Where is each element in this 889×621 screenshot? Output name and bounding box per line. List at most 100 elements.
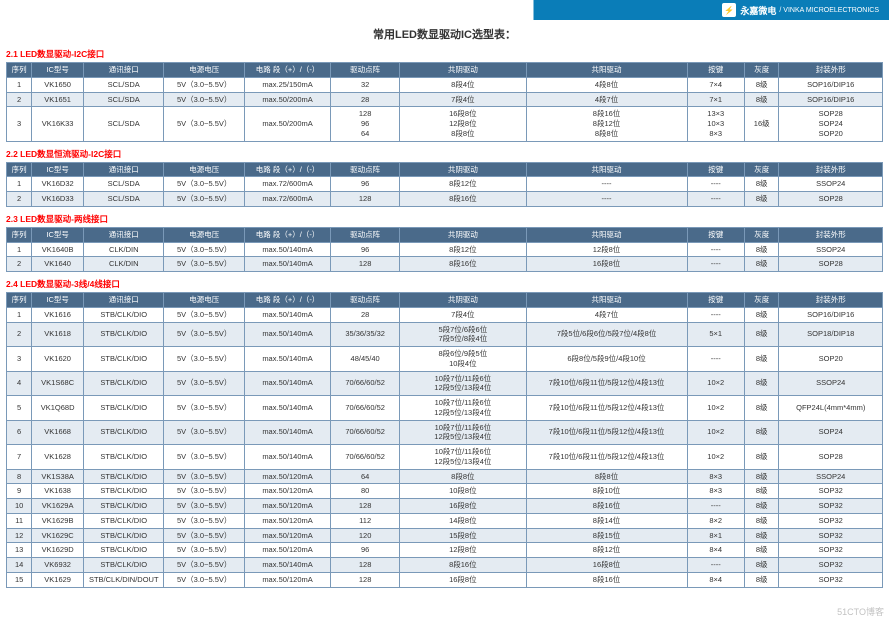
table-row: 3VK16K33SCL/SDA5V（3.0~5.5V）max.50/200mA1… bbox=[7, 107, 883, 141]
table-cell: 1 bbox=[7, 307, 32, 322]
table-cell: VK1629B bbox=[32, 513, 84, 528]
table-cell: 8段8位 bbox=[400, 469, 526, 484]
table-cell: 5V（3.0~5.5V） bbox=[164, 499, 244, 514]
table-cell: 5V（3.0~5.5V） bbox=[164, 543, 244, 558]
ic-table: 序列IC型号通讯接口电源电压电路 段（+）/（-）驱动点阵共阴驱动共阳驱动按键灰… bbox=[6, 292, 883, 588]
table-cell: STB/CLK/DIO bbox=[84, 469, 164, 484]
col-header: 共阳驱动 bbox=[526, 63, 687, 78]
table-cell: VK1S38A bbox=[32, 469, 84, 484]
section-title: 2.2 LED数显恒流驱动-I2C接口 bbox=[6, 148, 889, 160]
col-header: 共阴驱动 bbox=[400, 293, 526, 308]
col-header: 共阴驱动 bbox=[400, 63, 526, 78]
table-cell: 5V（3.0~5.5V） bbox=[164, 528, 244, 543]
table-cell: VK1620 bbox=[32, 347, 84, 372]
table-cell: STB/CLK/DIO bbox=[84, 543, 164, 558]
table-cell: 5×1 bbox=[687, 322, 744, 347]
col-header: 共阳驱动 bbox=[526, 162, 687, 177]
table-row: 2VK16D33SCL/SDA5V（3.0~5.5V）max.72/600mA1… bbox=[7, 192, 883, 207]
table-cell: max.72/600mA bbox=[244, 192, 330, 207]
table-cell: 8级 bbox=[744, 420, 778, 445]
table-cell: STB/CLK/DIO bbox=[84, 499, 164, 514]
table-cell: VK1638 bbox=[32, 484, 84, 499]
logo-icon: ⚡ bbox=[722, 3, 736, 17]
table-cell: 3 bbox=[7, 107, 32, 141]
table-cell: 8级 bbox=[744, 92, 778, 107]
table-cell: ---- bbox=[687, 242, 744, 257]
col-header: 按键 bbox=[687, 162, 744, 177]
table-cell: VK1618 bbox=[32, 322, 84, 347]
table-cell: SOP32 bbox=[779, 484, 883, 499]
col-header: 电源电压 bbox=[164, 293, 244, 308]
table-cell: max.50/120mA bbox=[244, 528, 330, 543]
table-cell: 8段15位 bbox=[526, 528, 687, 543]
table-cell: max.50/140mA bbox=[244, 307, 330, 322]
table-cell: VK1629 bbox=[32, 572, 84, 587]
table-cell: 5V（3.0~5.5V） bbox=[164, 77, 244, 92]
table-cell: 16段8位 bbox=[526, 558, 687, 573]
table-cell: VK16K33 bbox=[32, 107, 84, 141]
table-cell: 28 bbox=[331, 307, 400, 322]
section-title: 2.1 LED数显驱动-I2C接口 bbox=[6, 48, 889, 60]
col-header: 按键 bbox=[687, 63, 744, 78]
table-cell: 9 bbox=[7, 484, 32, 499]
table-cell: 5V（3.0~5.5V） bbox=[164, 322, 244, 347]
table-cell: 8 bbox=[7, 469, 32, 484]
table-cell: max.50/200mA bbox=[244, 92, 330, 107]
table-cell: 8级 bbox=[744, 396, 778, 421]
company-logo-block: ⚡ 永嘉微电 / VINKA MICROELECTRONICS bbox=[722, 0, 879, 20]
ic-table: 序列IC型号通讯接口电源电压电路 段（+）/（-）驱动点阵共阴驱动共阳驱动按键灰… bbox=[6, 162, 883, 207]
table-cell: 128 bbox=[331, 257, 400, 272]
table-cell: 8级 bbox=[744, 307, 778, 322]
table-cell: 1289664 bbox=[331, 107, 400, 141]
table-cell: 8段14位 bbox=[526, 513, 687, 528]
table-cell: 12 bbox=[7, 528, 32, 543]
col-header: 封装外形 bbox=[779, 63, 883, 78]
table-cell: 5V（3.0~5.5V） bbox=[164, 469, 244, 484]
table-cell: 2 bbox=[7, 322, 32, 347]
col-header: 电路 段（+）/（-） bbox=[244, 293, 330, 308]
table-cell: SOP24 bbox=[779, 420, 883, 445]
table-cell: max.50/140mA bbox=[244, 420, 330, 445]
col-header: 共阴驱动 bbox=[400, 162, 526, 177]
col-header: 序列 bbox=[7, 162, 32, 177]
table-cell: VK1651 bbox=[32, 92, 84, 107]
table-cell: max.50/140mA bbox=[244, 322, 330, 347]
table-cell: ---- bbox=[526, 192, 687, 207]
table-cell: 11 bbox=[7, 513, 32, 528]
table-cell: 12段8位 bbox=[526, 242, 687, 257]
table-cell: 14 bbox=[7, 558, 32, 573]
table-cell: 5V（3.0~5.5V） bbox=[164, 420, 244, 445]
table-cell: 5V（3.0~5.5V） bbox=[164, 107, 244, 141]
table-cell: 10段8位 bbox=[400, 484, 526, 499]
table-row: 5VK1Q68DSTB/CLK/DIO5V（3.0~5.5V）max.50/14… bbox=[7, 396, 883, 421]
table-cell: 8级 bbox=[744, 322, 778, 347]
table-cell: 70/66/60/52 bbox=[331, 396, 400, 421]
table-cell: SOP16/DIP16 bbox=[779, 77, 883, 92]
table-cell: STB/CLK/DIO bbox=[84, 528, 164, 543]
table-cell: STB/CLK/DIO bbox=[84, 484, 164, 499]
table-cell: VK1616 bbox=[32, 307, 84, 322]
col-header: 序列 bbox=[7, 293, 32, 308]
table-cell: 7段10位/6段11位/5段12位/4段13位 bbox=[526, 420, 687, 445]
table-cell: SOP32 bbox=[779, 513, 883, 528]
table-cell: max.50/140mA bbox=[244, 347, 330, 372]
table-cell: SOP18/DIP18 bbox=[779, 322, 883, 347]
table-cell: VK1Q68D bbox=[32, 396, 84, 421]
table-cell: STB/CLK/DIO bbox=[84, 558, 164, 573]
table-cell: SOP28 bbox=[779, 257, 883, 272]
table-row: 11VK1629BSTB/CLK/DIO5V（3.0~5.5V）max.50/1… bbox=[7, 513, 883, 528]
section-title: 2.4 LED数显驱动-3线/4线接口 bbox=[6, 278, 889, 290]
table-cell: SOP28 bbox=[779, 192, 883, 207]
table-cell: 7段4位 bbox=[400, 307, 526, 322]
table-cell: 8段16位 bbox=[400, 257, 526, 272]
table-row: 14VK6932STB/CLK/DIO5V（3.0~5.5V）max.50/14… bbox=[7, 558, 883, 573]
table-cell: max.50/140mA bbox=[244, 242, 330, 257]
table-cell: 8级 bbox=[744, 469, 778, 484]
col-header: 通讯接口 bbox=[84, 227, 164, 242]
table-cell: 16段8位12段8位8段8位 bbox=[400, 107, 526, 141]
table-cell: 96 bbox=[331, 177, 400, 192]
table-cell: 8级 bbox=[744, 572, 778, 587]
table-cell: 8级 bbox=[744, 177, 778, 192]
ic-table: 序列IC型号通讯接口电源电压电路 段（+）/（-）驱动点阵共阴驱动共阳驱动按键灰… bbox=[6, 62, 883, 142]
table-cell: 5 bbox=[7, 396, 32, 421]
